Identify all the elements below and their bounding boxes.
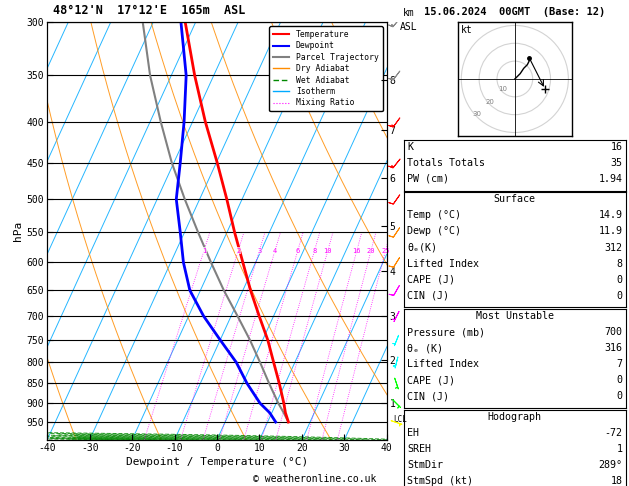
- Text: 4: 4: [273, 248, 277, 254]
- Text: 10: 10: [323, 248, 332, 254]
- Text: Lifted Index: Lifted Index: [407, 359, 479, 369]
- Y-axis label: hPa: hPa: [13, 221, 23, 241]
- Text: 2: 2: [236, 248, 240, 254]
- Text: Most Unstable: Most Unstable: [476, 311, 554, 321]
- Text: K: K: [407, 142, 413, 152]
- Text: ASL: ASL: [400, 22, 418, 32]
- Text: 10: 10: [498, 87, 507, 92]
- X-axis label: Dewpoint / Temperature (°C): Dewpoint / Temperature (°C): [126, 457, 308, 467]
- Text: StmSpd (kt): StmSpd (kt): [407, 476, 473, 486]
- Text: 289°: 289°: [599, 460, 623, 470]
- Text: Temp (°C): Temp (°C): [407, 210, 461, 221]
- Text: StmDir: StmDir: [407, 460, 443, 470]
- Text: 1.94: 1.94: [599, 174, 623, 184]
- Text: 18: 18: [611, 476, 623, 486]
- Text: 1: 1: [616, 444, 623, 454]
- Text: 35: 35: [611, 158, 623, 168]
- Text: θₑ(K): θₑ(K): [407, 243, 437, 253]
- Text: Hodograph: Hodograph: [488, 412, 542, 422]
- Text: 0: 0: [616, 275, 623, 285]
- Text: 48°12'N  17°12'E  165m  ASL: 48°12'N 17°12'E 165m ASL: [53, 4, 246, 17]
- Text: 7: 7: [616, 359, 623, 369]
- Text: Lifted Index: Lifted Index: [407, 259, 479, 269]
- Text: 316: 316: [604, 343, 623, 353]
- Text: 0: 0: [616, 291, 623, 301]
- Text: 16: 16: [611, 142, 623, 152]
- Text: 0: 0: [616, 375, 623, 385]
- Text: LCL: LCL: [394, 415, 408, 424]
- Text: 11.9: 11.9: [599, 226, 623, 237]
- Text: 14.9: 14.9: [599, 210, 623, 221]
- Text: 1: 1: [202, 248, 206, 254]
- Text: 700: 700: [604, 327, 623, 337]
- Text: 20: 20: [367, 248, 376, 254]
- Text: 8: 8: [616, 259, 623, 269]
- Text: 20: 20: [486, 99, 494, 105]
- Text: © weatheronline.co.uk: © weatheronline.co.uk: [253, 473, 376, 484]
- Text: CIN (J): CIN (J): [407, 291, 449, 301]
- Text: θₑ (K): θₑ (K): [407, 343, 443, 353]
- Text: SREH: SREH: [407, 444, 431, 454]
- Text: km: km: [403, 8, 415, 17]
- Text: 312: 312: [604, 243, 623, 253]
- Text: CAPE (J): CAPE (J): [407, 275, 455, 285]
- Text: kt: kt: [461, 25, 473, 35]
- Text: Surface: Surface: [494, 194, 536, 205]
- Text: 6: 6: [296, 248, 300, 254]
- Text: EH: EH: [407, 428, 419, 438]
- Legend: Temperature, Dewpoint, Parcel Trajectory, Dry Adiabat, Wet Adiabat, Isotherm, Mi: Temperature, Dewpoint, Parcel Trajectory…: [269, 26, 383, 111]
- Text: 15.06.2024  00GMT  (Base: 12): 15.06.2024 00GMT (Base: 12): [424, 7, 606, 17]
- Text: -72: -72: [604, 428, 623, 438]
- Text: Pressure (mb): Pressure (mb): [407, 327, 485, 337]
- Text: 3: 3: [257, 248, 262, 254]
- Text: CIN (J): CIN (J): [407, 391, 449, 401]
- Text: 30: 30: [473, 111, 482, 118]
- Text: PW (cm): PW (cm): [407, 174, 449, 184]
- Text: 25: 25: [381, 248, 390, 254]
- Text: Totals Totals: Totals Totals: [407, 158, 485, 168]
- Text: Dewp (°C): Dewp (°C): [407, 226, 461, 237]
- Text: 16: 16: [352, 248, 361, 254]
- Text: 8: 8: [313, 248, 316, 254]
- Text: CAPE (J): CAPE (J): [407, 375, 455, 385]
- Text: 0: 0: [616, 391, 623, 401]
